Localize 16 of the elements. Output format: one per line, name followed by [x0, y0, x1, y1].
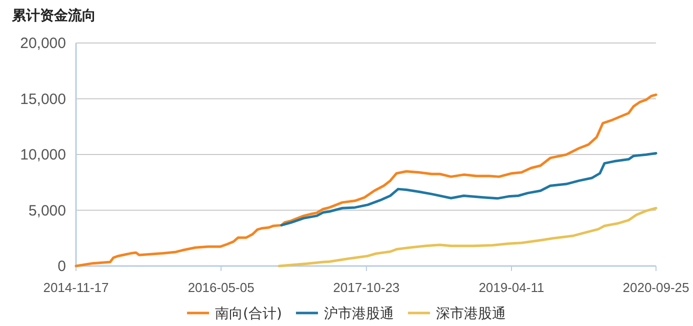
legend-label: 南向(合计) — [215, 306, 282, 322]
x-tick-label: 2020-09-25 — [622, 280, 690, 295]
y-tick-label: 0 — [58, 258, 66, 275]
y-tick-label: 5,000 — [28, 202, 66, 220]
y-tick-label: 10,000 — [20, 146, 66, 164]
legend-label: 沪市港股通 — [324, 306, 394, 322]
x-tick-label: 2017-10-23 — [333, 280, 400, 295]
line-series — [280, 152, 658, 226]
chart-title: 累计资金流向 — [11, 7, 96, 24]
legend-label: 深市港股通 — [436, 306, 506, 322]
y-tick-label: 20,000 — [20, 35, 66, 52]
x-tick-label: 2016-05-05 — [188, 280, 254, 295]
y-tick-label: 15,000 — [20, 90, 66, 108]
line-series — [278, 206, 658, 268]
x-tick-label: 2014-11-17 — [43, 280, 109, 295]
x-tick-label: 2019-04-11 — [478, 280, 544, 295]
